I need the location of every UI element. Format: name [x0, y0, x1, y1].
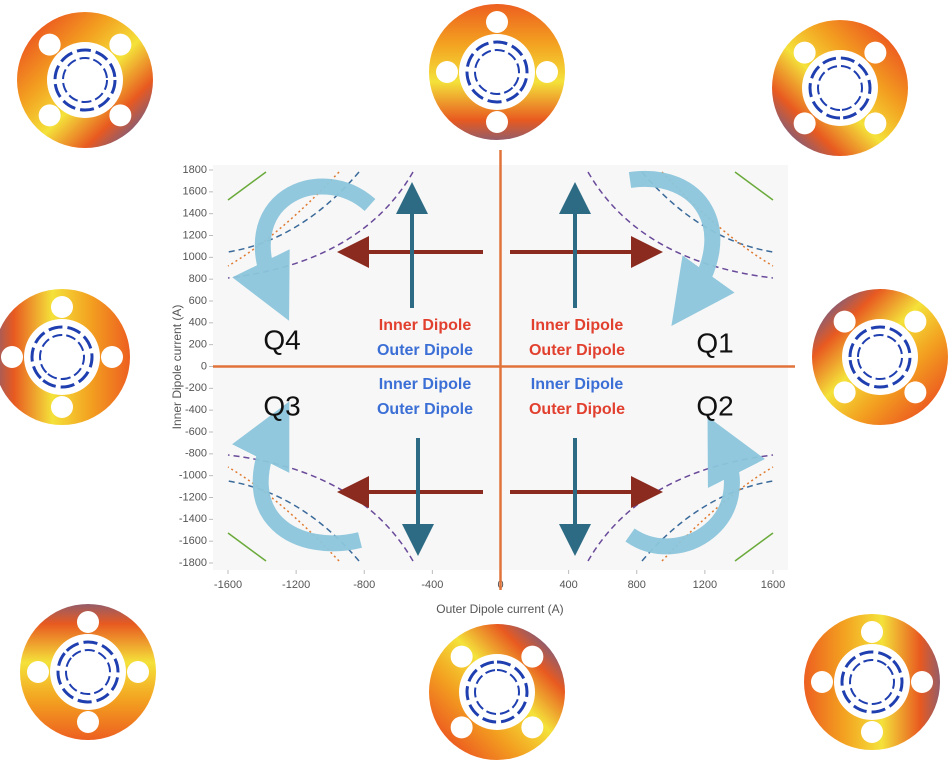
quadrant-text: Inner Dipole	[379, 317, 472, 334]
field-core	[802, 50, 878, 126]
y-tick-label: -1400	[179, 513, 207, 525]
y-tick-label: 1800	[183, 164, 207, 176]
field-hole	[834, 381, 856, 403]
field-hole	[864, 112, 886, 134]
field-hole	[904, 381, 926, 403]
y-tick-label: 1600	[183, 186, 207, 198]
y-tick-label: 400	[189, 317, 207, 329]
quadrant-text: Outer Dipole	[529, 342, 625, 359]
x-tick-label: -1600	[214, 579, 242, 591]
field-hole	[521, 716, 543, 738]
x-tick-label: -400	[421, 579, 443, 591]
y-tick-label: -200	[185, 382, 207, 394]
y-tick-label: -1200	[179, 491, 207, 503]
field-hole	[109, 104, 131, 126]
y-tick-label: -1000	[179, 470, 207, 482]
y-tick-label: -1800	[179, 557, 207, 569]
x-tick-label: 1200	[693, 579, 717, 591]
y-tick-label: 800	[189, 273, 207, 285]
y-tick-label: 600	[189, 295, 207, 307]
y-tick-label: -400	[185, 404, 207, 416]
x-tick-label: 1600	[761, 579, 785, 591]
quadrant-label: Q2	[696, 390, 733, 421]
field-hole	[864, 42, 886, 64]
chart: -1600 -1200 -800 -400 0 400 800 1200 1600 -1800 -1…	[0, 0, 949, 767]
quadrant-text: Outer Dipole	[529, 401, 625, 418]
quadrant-text: Inner Dipole	[531, 376, 624, 393]
quadrant-text: Inner Dipole	[531, 317, 624, 334]
field-hole	[39, 104, 61, 126]
field-hole	[451, 646, 473, 668]
x-tick-label: -1200	[282, 579, 310, 591]
quadrant-label: Q3	[263, 390, 300, 421]
field-map	[0, 261, 158, 453]
x-tick-label: 800	[628, 579, 646, 591]
field-map	[17, 12, 153, 148]
field-core	[459, 654, 535, 730]
y-tick-label: -800	[185, 448, 207, 460]
field-core	[842, 319, 918, 395]
field-hole	[834, 311, 856, 333]
quadrant-text: Outer Dipole	[377, 342, 473, 359]
y-tick-label: 1400	[183, 208, 207, 220]
quadrant-label: Q4	[263, 324, 300, 355]
x-tick-label: -800	[353, 579, 375, 591]
y-tick-label: 1200	[183, 229, 207, 241]
field-map	[0, 576, 184, 767]
quadrant-text: Outer Dipole	[377, 401, 473, 418]
x-tick-label: 400	[559, 579, 577, 591]
y-tick-label: -1600	[179, 535, 207, 547]
quadrant-text: Inner Dipole	[379, 376, 472, 393]
field-hole	[521, 646, 543, 668]
field-map	[429, 624, 565, 760]
field-map	[776, 586, 949, 767]
y-tick-label: 0	[201, 360, 207, 372]
field-map	[812, 289, 948, 425]
field-hole	[109, 34, 131, 56]
y-axis-label: Inner Dipole current (A)	[170, 305, 184, 430]
field-hole	[451, 716, 473, 738]
field-map	[772, 20, 908, 156]
field-map	[401, 0, 593, 168]
y-tick-label: 200	[189, 339, 207, 351]
y-tick-label: -600	[185, 426, 207, 438]
field-hole	[794, 42, 816, 64]
y-tick-label: 1000	[183, 251, 207, 263]
field-hole	[904, 311, 926, 333]
x-axis-label: Outer Dipole current (A)	[436, 602, 563, 616]
field-hole	[794, 112, 816, 134]
quadrant-label: Q1	[696, 327, 733, 358]
field-hole	[39, 34, 61, 56]
field-core	[47, 42, 123, 118]
